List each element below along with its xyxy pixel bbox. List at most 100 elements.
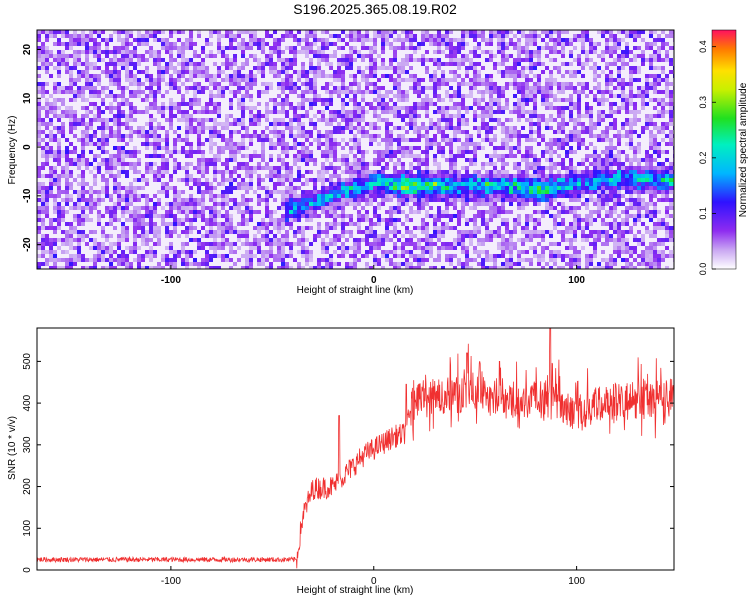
spectrogram-cell — [469, 234, 473, 238]
spectrogram-cell — [177, 110, 181, 114]
spectrogram-cell — [121, 250, 125, 254]
spectrogram-cell — [381, 178, 385, 182]
spectrogram-cell — [45, 238, 49, 242]
spectrogram-cell — [509, 238, 513, 242]
spectrogram-cell — [137, 222, 141, 226]
spectrogram-cell — [269, 190, 273, 194]
spectrogram-cell — [329, 174, 333, 178]
spectrogram-cell — [457, 126, 461, 130]
spectrogram-cell — [365, 170, 369, 174]
spectrogram-cell — [517, 134, 521, 138]
spectrogram-cell — [397, 262, 401, 266]
spectrogram-cell — [45, 194, 49, 198]
spectrogram-cell — [261, 74, 265, 78]
spectrogram-cell — [209, 98, 213, 102]
spectrogram-cell — [289, 82, 293, 86]
spectrogram-cell — [325, 246, 329, 250]
spectrogram-cell — [389, 222, 393, 226]
spectrogram-cell — [273, 66, 277, 70]
spectrogram-cell — [225, 30, 229, 34]
spectrogram-cell — [501, 162, 505, 166]
spectrogram-cell — [249, 142, 253, 146]
spectrogram-cell — [189, 34, 193, 38]
spectrogram-cell — [149, 122, 153, 126]
spectrogram-cell — [241, 94, 245, 98]
spectrogram-cell — [417, 202, 421, 206]
spectrogram-cell — [169, 62, 173, 66]
spectrogram-cell — [173, 250, 177, 254]
spectrogram-cell — [265, 82, 269, 86]
spectrogram-cell — [377, 246, 381, 250]
spectrogram-cell — [537, 194, 541, 198]
spectrogram-cell — [101, 70, 105, 74]
spectrogram-cell — [501, 50, 505, 54]
spectrogram-cell — [361, 118, 365, 122]
spectrogram-cell — [393, 222, 397, 226]
spectrogram-cell — [161, 146, 165, 150]
spectrogram-cell — [149, 198, 153, 202]
spectrogram-cell — [285, 142, 289, 146]
spectrogram-cell — [229, 158, 233, 162]
spectrogram-cell — [145, 106, 149, 110]
spectrogram-cell — [77, 258, 81, 262]
spectrogram-cell — [357, 158, 361, 162]
spectrogram-cell — [117, 162, 121, 166]
spectrogram-cell — [333, 202, 337, 206]
spectrogram-cell — [365, 254, 369, 258]
spectrogram-cell — [65, 70, 69, 74]
spectrogram-cell — [469, 30, 473, 34]
spectrogram-cell — [517, 118, 521, 122]
spectrogram-cell — [281, 38, 285, 42]
spectrogram-cell — [293, 86, 297, 90]
spectrogram-cell — [509, 190, 513, 194]
spectrogram-cell — [401, 118, 405, 122]
spectrogram-cell — [173, 170, 177, 174]
spectrogram-cell — [381, 242, 385, 246]
spectrogram-cell — [401, 170, 405, 174]
spectrogram-cell — [529, 114, 533, 118]
spectrogram-cell — [165, 70, 169, 74]
spectrogram-cell — [413, 86, 417, 90]
spectrogram-cell — [441, 150, 445, 154]
spectrogram-cell — [453, 194, 457, 198]
spectrogram-cell — [105, 134, 109, 138]
spectrogram-cell — [505, 54, 509, 58]
spectrogram-cell — [105, 238, 109, 242]
spectrogram-cell — [137, 246, 141, 250]
spectrogram-cell — [489, 190, 493, 194]
spectrogram-cell — [393, 82, 397, 86]
spectrogram-cell — [117, 238, 121, 242]
spectrogram-cell — [93, 106, 97, 110]
spectrogram-cell — [165, 202, 169, 206]
spectrogram-cell — [61, 170, 65, 174]
spectrogram-cell — [125, 202, 129, 206]
spectrogram-cell — [321, 246, 325, 250]
spectrogram-cell — [121, 30, 125, 34]
spectrogram-cell — [101, 246, 105, 250]
spectrogram-cell — [533, 202, 537, 206]
spectrogram-cell — [61, 130, 65, 134]
spectrogram-cell — [485, 174, 489, 178]
spectrogram-cell — [273, 142, 277, 146]
spectrogram-cell — [137, 110, 141, 114]
spectrogram-cell — [285, 86, 289, 90]
spectrogram-cell — [261, 66, 265, 70]
spectrogram-cell — [285, 82, 289, 86]
spectrogram-cell — [505, 42, 509, 46]
spectrogram-cell — [409, 234, 413, 238]
spectrogram-cell — [153, 34, 157, 38]
spectrogram-cell — [213, 62, 217, 66]
spectrogram-cell — [285, 94, 289, 98]
spectrogram-cell — [381, 202, 385, 206]
spectrogram-cell — [285, 102, 289, 106]
spectrogram-cell — [297, 206, 301, 210]
spectrogram-cell — [249, 174, 253, 178]
spectrogram-cell — [97, 110, 101, 114]
spectrogram-cell — [341, 242, 345, 246]
spectrogram-cell — [477, 174, 481, 178]
spectrogram-cell — [105, 178, 109, 182]
spectrogram-cell — [501, 74, 505, 78]
spectrogram-cell — [461, 206, 465, 210]
spectrogram-cell — [521, 46, 525, 50]
spectrogram-cell — [325, 190, 329, 194]
